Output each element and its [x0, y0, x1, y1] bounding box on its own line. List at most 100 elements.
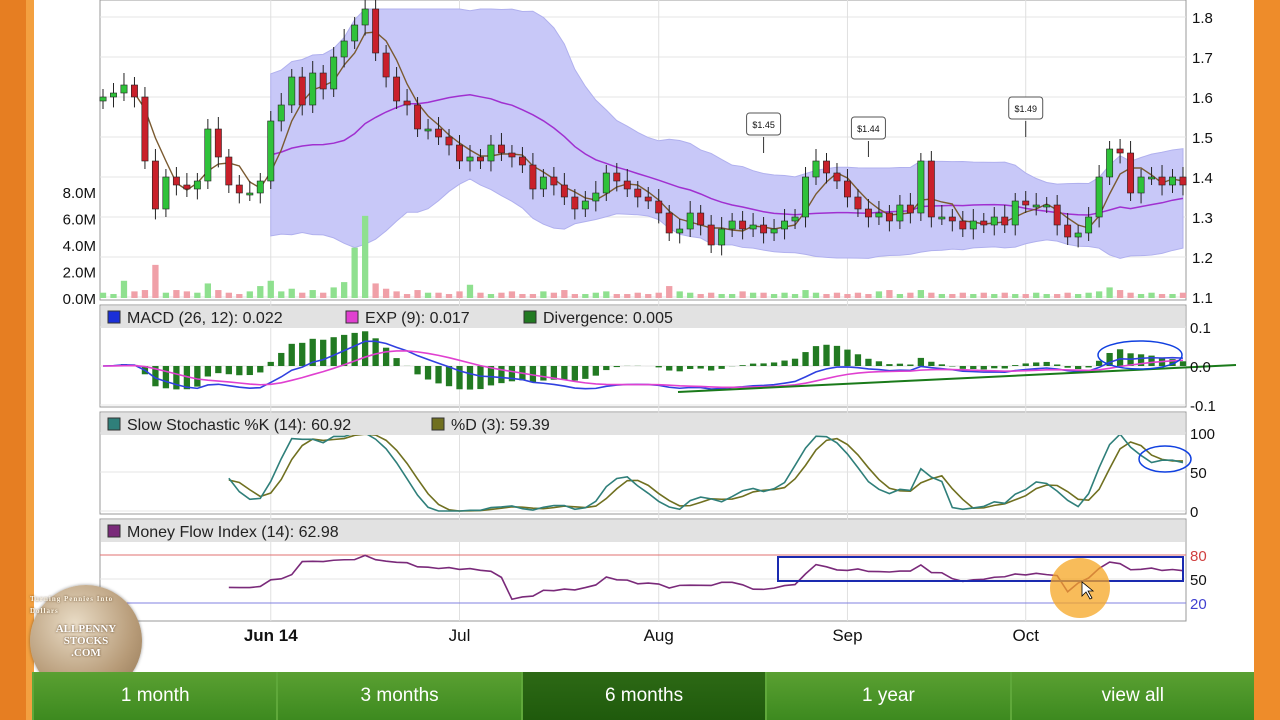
divergence-swatch: [523, 310, 537, 324]
volume-bar: [582, 294, 589, 298]
divergence-bar: [1022, 363, 1029, 366]
candle-body: [498, 144, 505, 154]
volume-bar: [445, 294, 453, 298]
volume-bar: [288, 288, 295, 298]
volume-bar: [739, 291, 746, 298]
divergence-bar: [477, 366, 484, 390]
mfi-legend-label: Money Flow Index (14): 62.98: [127, 524, 339, 541]
volume-bar: [687, 292, 694, 298]
annotation-box: [746, 112, 782, 136]
price-tick-label: 1.2: [1192, 250, 1213, 267]
candle-body: [802, 176, 809, 218]
divergence-bar: [550, 366, 558, 380]
divergence-bar: [215, 366, 222, 374]
divergence-bar: [791, 358, 799, 366]
left-border-highlight: [26, 0, 34, 720]
candle-body: [665, 212, 673, 234]
candle-body: [414, 104, 422, 130]
candle-body: [225, 156, 233, 186]
divergence-bar: [687, 366, 694, 369]
volume-bar: [708, 292, 715, 298]
divergence-bar: [246, 366, 253, 376]
volume-bar: [1148, 292, 1155, 298]
tab-1-month[interactable]: 1 month: [32, 672, 277, 720]
volume-bar: [173, 290, 180, 298]
divergence-bar: [666, 366, 673, 371]
candle-body: [1127, 152, 1135, 194]
volume-bar: [131, 291, 138, 298]
divergence-bar: [498, 366, 505, 384]
slow-k-line: [228, 432, 1184, 512]
tab-6-months[interactable]: 6 months: [520, 672, 766, 720]
candle-body: [1179, 176, 1187, 186]
macd-swatch: [107, 310, 121, 324]
candle-body: [781, 220, 788, 230]
indicator-tick-label: 0.1: [1190, 320, 1211, 337]
volume-bar: [498, 292, 505, 298]
volume-bar: [1064, 292, 1071, 298]
divergence-bar: [875, 361, 883, 366]
volume-bar: [110, 294, 117, 298]
divergence-bar: [697, 366, 704, 369]
candle-body: [288, 76, 296, 106]
volume-bar: [676, 291, 683, 298]
exp-line: [102, 350, 1184, 389]
price-tick-label: 1.6: [1192, 90, 1213, 107]
divergence-bar: [299, 342, 306, 366]
volume-bar: [236, 294, 243, 298]
divergence-bar: [372, 338, 379, 366]
candle-body: [456, 144, 463, 162]
divergence-bar: [1179, 361, 1187, 366]
volume-bar: [655, 292, 662, 298]
divergence-bar: [1064, 366, 1071, 368]
divergence-bar: [970, 366, 977, 370]
volume-bar: [980, 292, 987, 298]
divergence-bar: [613, 366, 620, 368]
bollinger-midline: [270, 94, 1184, 216]
volume-bar: [561, 290, 568, 298]
volume-bar: [225, 292, 232, 298]
volume-bar: [120, 280, 128, 298]
tab-3-months[interactable]: 3 months: [276, 672, 521, 720]
volume-bar: [1012, 294, 1019, 298]
candle-body: [214, 128, 222, 158]
volume-bar: [257, 286, 264, 298]
divergence-bar: [1137, 354, 1145, 366]
candle-body: [770, 228, 778, 234]
tab-1-year[interactable]: 1 year: [765, 672, 1010, 720]
volume-bar: [592, 292, 599, 298]
divergence-bar: [1054, 364, 1061, 366]
candle-body: [1011, 200, 1019, 226]
price-tick-label: 1.4: [1192, 170, 1213, 187]
candle-body: [435, 128, 442, 138]
candle-body: [560, 184, 568, 198]
price-tick-label: 1.8: [1192, 10, 1213, 27]
divergence-bar: [823, 344, 830, 366]
candle-body: [1053, 204, 1061, 226]
candle-body: [844, 180, 851, 198]
candle-body: [938, 216, 946, 220]
candle-body: [372, 8, 380, 54]
candle-body: [906, 204, 914, 214]
volume-bar: [194, 292, 201, 298]
candle-body: [1001, 216, 1009, 226]
candle-body: [623, 180, 631, 190]
divergence-bar: [225, 366, 232, 375]
candle-body: [120, 84, 128, 94]
volume-bar: [907, 292, 914, 298]
volume-bar: [330, 287, 337, 298]
volume-bar: [718, 294, 725, 298]
divergence-bar: [760, 363, 767, 366]
tab-view-all[interactable]: view all: [1009, 672, 1255, 720]
slowk-legend-label: Slow Stochastic %K (14): 60.92: [127, 417, 351, 434]
candle-body: [256, 180, 264, 194]
divergence-bar: [833, 345, 841, 366]
divergence-bar: [770, 362, 778, 366]
divergence-bar: [781, 360, 788, 366]
candle-body: [613, 172, 621, 182]
divergence-bar: [529, 366, 537, 383]
candlesticks: [99, 0, 1187, 256]
cursor-highlight: [1050, 558, 1110, 618]
indicator-tick-label: 50: [1190, 465, 1207, 482]
volume-bar: [246, 291, 253, 298]
